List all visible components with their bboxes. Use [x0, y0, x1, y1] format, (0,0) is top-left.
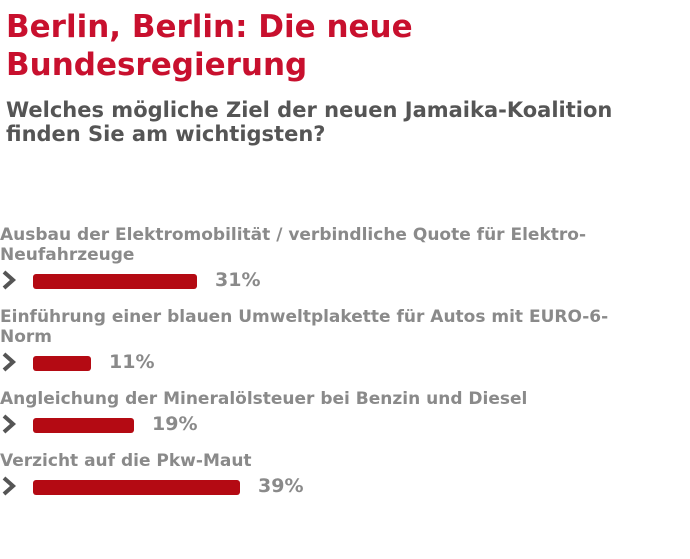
poll-option: Verzicht auf die Pkw-Maut 39% — [0, 451, 680, 501]
bar-row: 31% — [0, 265, 680, 295]
title-line-1: Berlin, Berlin: Die neue — [6, 9, 413, 45]
bar-row: 39% — [0, 471, 680, 501]
chevron-right-icon[interactable] — [0, 414, 18, 434]
option-label: Ausbau der Elektromobilität / verbindlic… — [0, 225, 586, 265]
result-bar — [33, 418, 134, 433]
chevron-right-icon[interactable] — [0, 352, 18, 372]
title-line-2: Bundesregierung — [6, 47, 308, 83]
poll-widget: Berlin, Berlin: Die neue Bundesregierung… — [6, 8, 686, 146]
chevron-right-icon[interactable] — [0, 476, 18, 496]
poll-option: Einführung einer blauen Umweltplakette f… — [0, 307, 680, 377]
poll-question: Welches mögliche Ziel der neuen Jamaika-… — [6, 98, 613, 146]
poll-option: Angleichung der Mineralölsteuer bei Benz… — [0, 389, 680, 439]
poll-option: Ausbau der Elektromobilität / verbindlic… — [0, 225, 680, 295]
chevron-right-icon[interactable] — [0, 270, 18, 290]
poll-title: Berlin, Berlin: Die neue Bundesregierung — [6, 8, 686, 84]
option-label: Verzicht auf die Pkw-Maut — [0, 451, 252, 471]
poll-results: Ausbau der Elektromobilität / verbindlic… — [0, 225, 680, 513]
bar-row: 11% — [0, 347, 680, 377]
result-bar — [33, 274, 197, 289]
percentage-label: 11% — [109, 351, 155, 373]
bar-row: 19% — [0, 409, 680, 439]
option-label: Angleichung der Mineralölsteuer bei Benz… — [0, 389, 528, 409]
result-bar — [33, 480, 240, 495]
option-label: Einführung einer blauen Umweltplakette f… — [0, 307, 609, 347]
percentage-label: 31% — [215, 269, 261, 291]
result-bar — [33, 356, 91, 371]
percentage-label: 39% — [258, 475, 304, 497]
percentage-label: 19% — [152, 413, 198, 435]
